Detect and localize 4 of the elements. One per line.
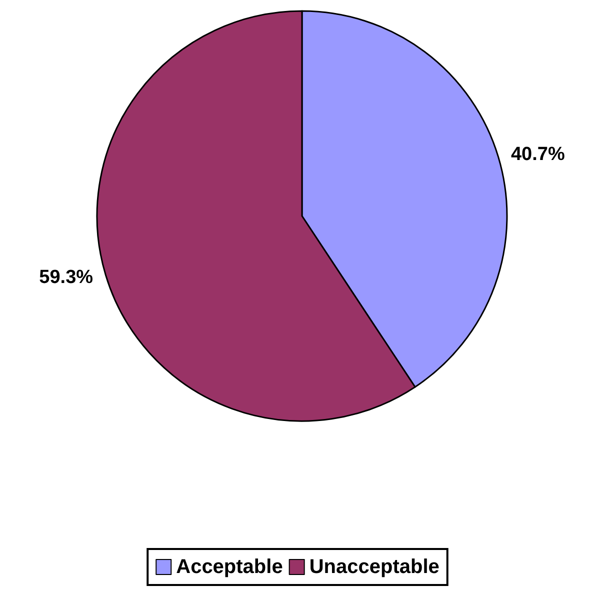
legend-label: Unacceptable: [309, 556, 440, 578]
legend-label: Acceptable: [176, 556, 283, 578]
data-label: 40.7%: [510, 144, 565, 166]
data-label: 59.3%: [39, 266, 94, 288]
